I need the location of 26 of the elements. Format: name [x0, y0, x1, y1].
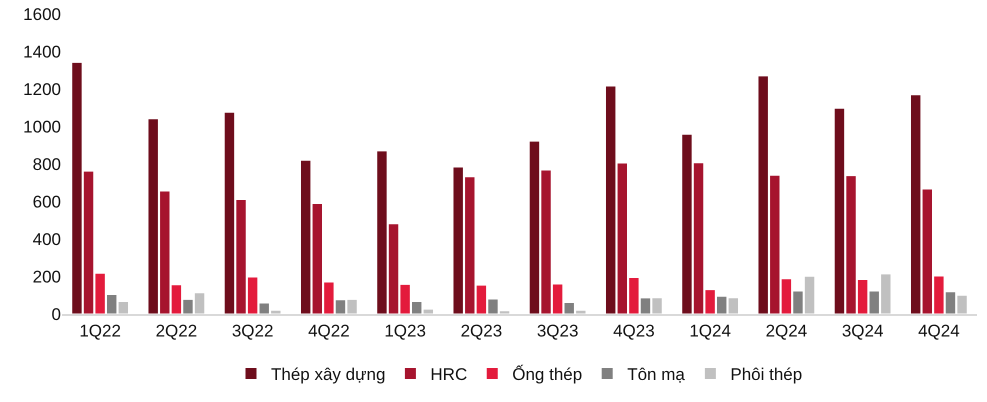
x-tick-label: 1Q24	[689, 321, 731, 340]
y-tick-label: 0	[52, 304, 61, 324]
x-tick-label: 3Q24	[842, 321, 884, 340]
x-tick-label: 2Q23	[460, 321, 502, 340]
legend-label: Phôi thép	[730, 365, 802, 384]
y-tick-label: 600	[32, 192, 61, 212]
legend-label: HRC	[430, 365, 468, 384]
y-tick-label: 800	[32, 154, 61, 174]
y-tick-label: 1200	[23, 80, 61, 99]
legend-label: Tôn mạ	[627, 365, 686, 384]
x-tick-label: 2Q24	[766, 321, 808, 340]
x-tick-label: 3Q22	[232, 321, 274, 340]
y-tick-label: 1400	[23, 42, 61, 62]
x-tick-label: 4Q23	[613, 321, 655, 340]
x-tick-label: 1Q23	[384, 321, 426, 340]
y-tick-label: 400	[32, 230, 61, 249]
legend-label: Ống thép	[512, 364, 582, 384]
x-tick-label: 2Q22	[156, 321, 198, 340]
y-tick-label: 1600	[23, 4, 61, 24]
y-tick-label: 1000	[23, 117, 61, 136]
x-tick-label: 3Q23	[536, 321, 578, 340]
x-tick-label: 4Q24	[918, 321, 960, 340]
y-tick-label: 200	[32, 267, 61, 286]
x-tick-label: 1Q22	[79, 321, 121, 340]
legend-label: Thép xây dựng	[271, 365, 386, 384]
x-tick-label: 4Q22	[308, 321, 350, 340]
